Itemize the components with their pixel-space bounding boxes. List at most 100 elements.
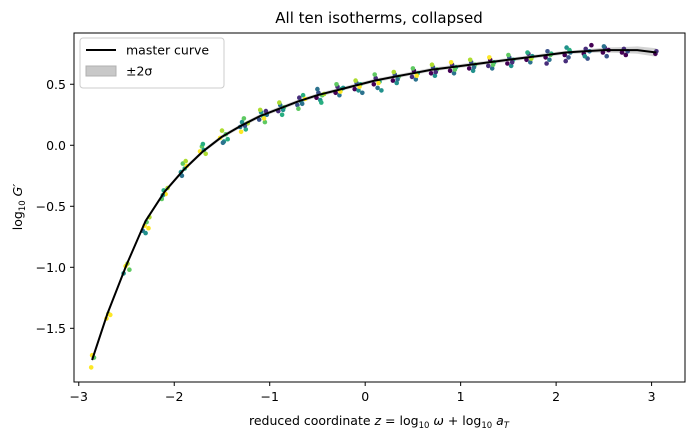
isotherm-point xyxy=(261,116,267,121)
isotherm-point xyxy=(239,119,245,125)
isotherm-point xyxy=(432,73,438,78)
isotherm-point xyxy=(619,50,625,55)
isotherm-point xyxy=(509,60,515,65)
isotherm-point xyxy=(506,52,511,58)
isotherm-point xyxy=(183,158,188,164)
isotherm-point xyxy=(372,72,378,77)
legend: master curve ±2σ xyxy=(79,37,225,89)
isotherm-point xyxy=(433,69,439,75)
isotherm-point xyxy=(413,77,419,82)
isotherm-point xyxy=(127,267,132,273)
isotherm-point xyxy=(489,66,495,71)
isotherm-point xyxy=(466,66,472,71)
isotherm-point xyxy=(448,60,454,65)
isotherm-point xyxy=(582,53,588,59)
isotherm-point xyxy=(391,69,397,75)
isotherm-point xyxy=(108,312,113,318)
isotherm-point xyxy=(467,57,473,63)
isotherm-point xyxy=(547,57,552,63)
isotherm-point xyxy=(279,112,285,118)
y-tick-label: 0.0 xyxy=(46,138,66,153)
isotherm-point xyxy=(262,119,268,125)
x-tick-label: 0 xyxy=(361,389,369,404)
isotherm-point xyxy=(356,88,361,93)
isotherm-point xyxy=(238,129,244,135)
isotherm-point xyxy=(508,63,514,69)
isotherm-point xyxy=(297,95,302,100)
isotherm-point xyxy=(296,106,301,111)
isotherm-point xyxy=(566,55,571,60)
isotherm-point xyxy=(200,141,206,147)
isotherm-point xyxy=(379,88,384,93)
isotherm-point xyxy=(589,42,594,48)
isotherm-point xyxy=(299,101,305,107)
isotherm-point xyxy=(225,136,230,142)
master-curve-line xyxy=(91,49,657,361)
isotherm-point xyxy=(352,86,358,92)
isotherm-point xyxy=(487,55,492,60)
y-axis-ticks: −1.5 −1.0 −0.5 0.0 0.5 xyxy=(36,77,74,336)
isotherm-point xyxy=(600,50,606,55)
master-curve-layer xyxy=(91,49,657,361)
isotherm-point xyxy=(88,365,94,370)
isotherm-point xyxy=(257,107,263,113)
isotherm-point xyxy=(486,63,491,69)
isotherm-point xyxy=(243,127,249,132)
plot-frame xyxy=(73,32,686,383)
legend-master-curve-label: master curve xyxy=(126,43,209,58)
isotherm-point xyxy=(280,107,286,113)
x-tick-label: 3 xyxy=(648,389,656,404)
isotherm-point xyxy=(428,71,434,76)
isotherm-point xyxy=(256,117,262,122)
isotherm-point xyxy=(146,225,151,231)
isotherm-point xyxy=(544,61,549,66)
isotherm-point xyxy=(334,82,339,87)
isotherm-point xyxy=(371,82,377,87)
isotherm-point xyxy=(319,100,324,105)
isotherm-point xyxy=(410,66,416,71)
isotherm-point xyxy=(471,64,477,70)
isotherm-point xyxy=(545,49,550,54)
isotherm-point xyxy=(409,74,415,80)
isotherm-point xyxy=(525,50,530,55)
isotherm-point xyxy=(470,68,476,74)
isotherm-point xyxy=(623,52,629,58)
chart-title: All ten isotherms, collapsed xyxy=(275,9,482,27)
isotherm-point xyxy=(451,71,457,76)
isotherm-point xyxy=(505,61,510,66)
isotherm-point xyxy=(429,62,435,67)
x-tick-label: 1 xyxy=(457,389,465,404)
isotherm-point xyxy=(562,52,567,58)
x-tick-label: 2 xyxy=(552,389,560,404)
isotherm-point xyxy=(300,92,306,98)
isotherm-point xyxy=(390,78,396,83)
isotherm-point xyxy=(219,128,225,133)
isotherm-point xyxy=(528,60,533,65)
isotherm-point xyxy=(447,68,453,74)
x-tick-label: −2 xyxy=(165,389,183,404)
isotherm-point xyxy=(263,108,269,114)
isotherm-point xyxy=(241,116,247,121)
legend-band-label: ±2σ xyxy=(126,64,152,79)
x-tick-label: −1 xyxy=(260,389,278,404)
y-axis-label: log10 G′ xyxy=(10,184,28,231)
isotherm-point xyxy=(583,46,588,52)
y-tick-label: 0.5 xyxy=(46,77,66,92)
isotherm-point xyxy=(337,92,342,98)
isotherm-point xyxy=(376,80,381,86)
isotherm-point xyxy=(601,44,607,49)
isotherm-point xyxy=(604,53,609,59)
x-axis-ticks: −3 −2 −1 0 1 2 3 xyxy=(70,382,656,404)
isotherm-point xyxy=(143,230,148,236)
y-tick-label: −0.5 xyxy=(36,199,66,214)
x-tick-label: −3 xyxy=(70,389,88,404)
x-axis-label: reduced coordinate z = log10 ω + log10 a… xyxy=(249,413,510,431)
isotherm-point xyxy=(295,102,300,108)
isotherm-point xyxy=(395,77,400,82)
isotherm-point xyxy=(360,90,365,96)
isotherm-point xyxy=(277,100,282,105)
isotherm-point xyxy=(203,151,208,157)
isotherm-point xyxy=(375,85,380,91)
isotherm-point xyxy=(315,86,320,92)
